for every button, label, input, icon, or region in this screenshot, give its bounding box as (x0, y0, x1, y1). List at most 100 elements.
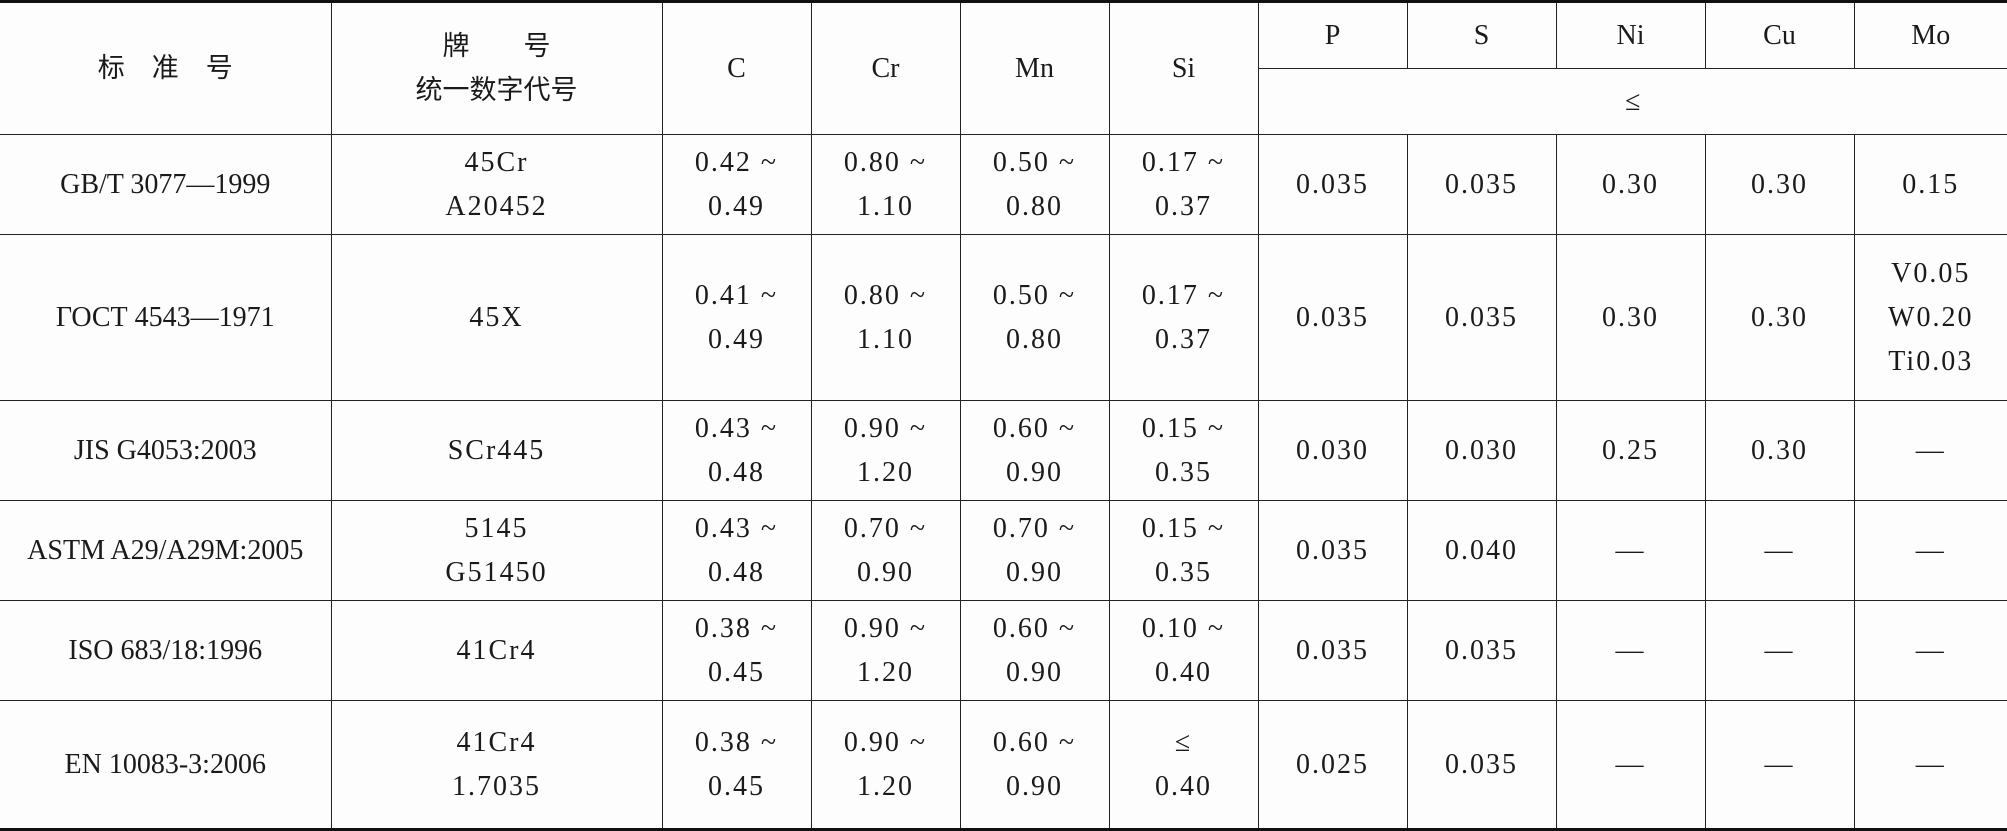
header-grade: 牌 号 统一数字代号 (331, 2, 662, 135)
header-element-mo: Mo (1854, 2, 2007, 69)
header-grade-line1: 牌 号 (332, 25, 662, 69)
cell-grade: 41Cr4 (331, 601, 662, 701)
cell-cr-line: 0.90 (812, 551, 960, 595)
cell-si: 0.15 ~0.35 (1109, 501, 1258, 601)
cell-c-line: 0.42 ~ (663, 141, 811, 185)
cell-mn: 0.60 ~0.90 (960, 601, 1109, 701)
cell-c-line: 0.41 ~ (663, 274, 811, 318)
cell-cr: 0.90 ~1.20 (811, 601, 960, 701)
header-grade-line2: 统一数字代号 (332, 69, 662, 113)
cell-grade-line: 41Cr4 (332, 721, 662, 765)
cell-cr: 0.90 ~1.20 (811, 701, 960, 830)
cell-s: 0.035 (1407, 601, 1556, 701)
cell-p: 0.035 (1258, 601, 1407, 701)
cell-grade-line: A20452 (332, 185, 662, 229)
cell-cu: — (1705, 601, 1854, 701)
cell-s: 0.030 (1407, 401, 1556, 501)
cell-grade-line: 41Cr4 (332, 629, 662, 673)
cell-cu: — (1705, 501, 1854, 601)
cell-c-line: 0.38 ~ (663, 607, 811, 651)
cell-cr: 0.80 ~1.10 (811, 235, 960, 401)
cell-cr-line: 0.90 ~ (812, 607, 960, 651)
cell-mo-line: W0.20 (1855, 296, 2007, 340)
cell-cr-line: 0.90 ~ (812, 407, 960, 451)
cell-si-line: 0.35 (1110, 551, 1258, 595)
cell-p: 0.035 (1258, 135, 1407, 235)
cell-standard: ASTM A29/A29M:2005 (0, 501, 331, 601)
cell-mo-line: — (1855, 629, 2007, 673)
header-element-cu: Cu (1705, 2, 1854, 69)
cell-si-line: 0.40 (1110, 651, 1258, 695)
cell-p: 0.030 (1258, 401, 1407, 501)
header-element-c: C (662, 2, 811, 135)
cell-c: 0.43 ~0.48 (662, 401, 811, 501)
cell-grade-line: 45X (332, 296, 662, 340)
cell-s: 0.040 (1407, 501, 1556, 601)
cell-c-line: 0.48 (663, 551, 811, 595)
cell-si-line: 0.40 (1110, 765, 1258, 809)
cell-si: 0.17 ~0.37 (1109, 135, 1258, 235)
cell-cr-line: 0.70 ~ (812, 507, 960, 551)
cell-si: 0.17 ~0.37 (1109, 235, 1258, 401)
cell-mn: 0.60 ~0.90 (960, 701, 1109, 830)
cell-p: 0.035 (1258, 235, 1407, 401)
cell-c: 0.38 ~0.45 (662, 701, 811, 830)
cell-grade: SCr445 (331, 401, 662, 501)
cell-mn-line: 0.50 ~ (961, 141, 1109, 185)
header-standard: 标 准 号 (0, 2, 331, 135)
cell-c: 0.42 ~0.49 (662, 135, 811, 235)
cell-ni: — (1556, 701, 1705, 830)
cell-cr-line: 1.20 (812, 451, 960, 495)
header-element-p: P (1258, 2, 1407, 69)
cell-mo-line: — (1855, 529, 2007, 573)
cell-cr-line: 1.20 (812, 651, 960, 695)
header-element-mn: Mn (960, 2, 1109, 135)
cell-cr-line: 0.80 ~ (812, 274, 960, 318)
header-row: 标 准 号 牌 号 统一数字代号 C Cr Mn Si P S Ni Cu Mo (0, 2, 2007, 69)
cell-mn: 0.50 ~0.80 (960, 135, 1109, 235)
cell-grade-line: G51450 (332, 551, 662, 595)
cell-mn-line: 0.80 (961, 185, 1109, 229)
cell-grade-line: SCr445 (332, 429, 662, 473)
cell-c-line: 0.49 (663, 185, 811, 229)
cell-si-line: 0.10 ~ (1110, 607, 1258, 651)
cell-mn-line: 0.60 ~ (961, 607, 1109, 651)
cell-grade: 45X (331, 235, 662, 401)
cell-mn: 0.50 ~0.80 (960, 235, 1109, 401)
cell-cu: 0.30 (1705, 401, 1854, 501)
cell-cr-line: 0.90 ~ (812, 721, 960, 765)
cell-ni: 0.30 (1556, 235, 1705, 401)
cell-cu: 0.30 (1705, 135, 1854, 235)
cell-s: 0.035 (1407, 235, 1556, 401)
cell-si: ≤0.40 (1109, 701, 1258, 830)
cell-p: 0.025 (1258, 701, 1407, 830)
cell-si-line: 0.17 ~ (1110, 141, 1258, 185)
cell-mn-line: 0.90 (961, 651, 1109, 695)
cell-si-line: 0.15 ~ (1110, 407, 1258, 451)
cell-si-line: 0.37 (1110, 318, 1258, 362)
cell-cr-line: 1.10 (812, 318, 960, 362)
cell-mn-line: 0.50 ~ (961, 274, 1109, 318)
cell-ni: 0.25 (1556, 401, 1705, 501)
cell-mo-line: 0.15 (1855, 163, 2007, 207)
cell-standard: ГОСТ 4543—1971 (0, 235, 331, 401)
cell-s: 0.035 (1407, 135, 1556, 235)
cell-mn-line: 0.60 ~ (961, 407, 1109, 451)
cell-cr: 0.80 ~1.10 (811, 135, 960, 235)
header-element-cr: Cr (811, 2, 960, 135)
cell-si: 0.15 ~0.35 (1109, 401, 1258, 501)
cell-si-line: ≤ (1110, 721, 1258, 765)
cell-c-line: 0.43 ~ (663, 507, 811, 551)
cell-mn-line: 0.60 ~ (961, 721, 1109, 765)
cell-mo: — (1854, 701, 2007, 830)
cell-cr-line: 1.20 (812, 765, 960, 809)
header-max-symbol: ≤ (1258, 69, 2007, 135)
